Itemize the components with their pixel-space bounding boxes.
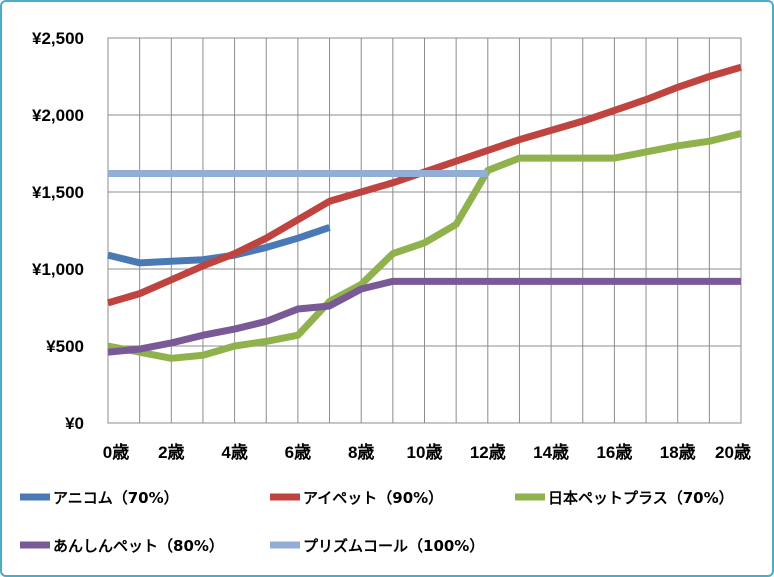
y-tick-label: ¥0 — [65, 414, 84, 433]
x-tick-label: 14歳 — [533, 442, 569, 462]
y-tick-label: ¥2,000 — [32, 106, 84, 125]
y-tick-label: ¥2,500 — [32, 29, 84, 48]
y-tick-label: ¥1,000 — [32, 260, 84, 279]
legend-label: アイペット（90%） — [303, 489, 443, 507]
series-line-4 — [107, 277, 741, 356]
x-tick-label: 6歳 — [285, 442, 311, 462]
legend: アニコム（70%） アイペット（90%） 日本ペットプラス（70%） あんしんペット（… — [20, 489, 734, 555]
series-lines — [107, 63, 742, 362]
x-tick-label: 10歳 — [407, 442, 443, 462]
x-tick-label: 12歳 — [470, 442, 506, 462]
x-tick-label: 18歳 — [660, 442, 696, 462]
y-axis-ticks: ¥0 ¥500 ¥1,000 ¥1,500 ¥2,000 ¥2,500 — [32, 29, 84, 433]
x-tick-label: 0歳 — [103, 442, 129, 462]
x-tick-label: 16歳 — [596, 442, 632, 462]
x-axis-ticks: 0歳 2歳 4歳 6歳 8歳 10歳 12歳 14歳 16歳 18歳 20歳 — [103, 442, 751, 462]
chart-grid — [107, 37, 742, 424]
legend-label: アニコム（70%） — [53, 489, 179, 507]
x-tick-label: 4歳 — [221, 442, 247, 462]
x-tick-label: 20歳 — [715, 442, 751, 462]
x-tick-label: 8歳 — [348, 442, 374, 462]
legend-label: プリズムコール（100%） — [303, 537, 484, 555]
legend-label: 日本ペットプラス（70%） — [548, 489, 734, 507]
y-tick-label: ¥500 — [46, 337, 84, 356]
series-line-3 — [107, 130, 742, 362]
legend-label: あんしんペット（80%） — [53, 537, 224, 555]
x-tick-label: 2歳 — [158, 442, 184, 462]
y-tick-label: ¥1,500 — [32, 183, 84, 202]
